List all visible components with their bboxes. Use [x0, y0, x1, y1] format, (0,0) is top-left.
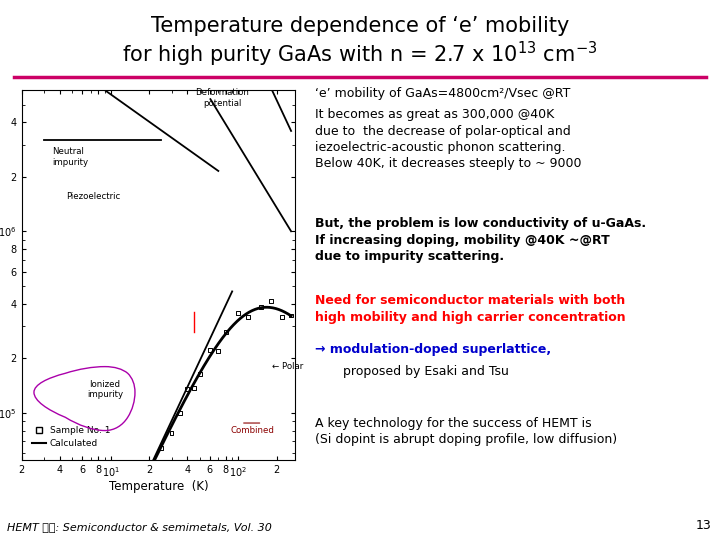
Text: → modulation-doped superlattice,: → modulation-doped superlattice,	[315, 343, 551, 356]
Text: 13: 13	[696, 519, 711, 532]
Text: It becomes as great as 300,000 @40K
due to  the decrease of polar-optical and
ie: It becomes as great as 300,000 @40K due …	[315, 108, 581, 171]
Text: Ionized
impurity: Ionized impurity	[87, 380, 123, 399]
Point	[255, 303, 266, 312]
Point	[188, 383, 199, 392]
Point	[124, 512, 135, 521]
Point	[143, 462, 155, 471]
Point	[265, 297, 276, 306]
Point	[220, 328, 232, 336]
Text: proposed by Esaki and Tsu: proposed by Esaki and Tsu	[343, 364, 509, 377]
Text: Temperature dependence of ‘e’ mobility: Temperature dependence of ‘e’ mobility	[150, 16, 570, 36]
Text: Deformation
potential: Deformation potential	[195, 89, 249, 108]
Point	[156, 443, 167, 452]
Text: Piezoelectric: Piezoelectric	[66, 192, 121, 201]
Point	[194, 369, 206, 378]
Text: A key technology for the success of HEMT is
(Si dopint is abrupt doping profile,: A key technology for the success of HEMT…	[315, 417, 617, 447]
Point	[285, 311, 297, 320]
Point	[138, 476, 149, 485]
Point	[233, 309, 244, 318]
Text: ‘e’ mobility of GaAs=4800cm²/Vsec @RT: ‘e’ mobility of GaAs=4800cm²/Vsec @RT	[315, 87, 570, 100]
Point	[212, 347, 224, 356]
Point	[166, 429, 177, 437]
Point	[174, 408, 186, 417]
Point	[181, 384, 193, 393]
Text: for high purity GaAs with n = 2.7 x 10$^{13}$ cm$^{-3}$: for high purity GaAs with n = 2.7 x 10$^…	[122, 39, 598, 69]
Point	[243, 313, 254, 321]
Text: ← Polar: ← Polar	[272, 362, 304, 371]
Text: Need for semiconductor materials with both
high mobility and high carrier concen: Need for semiconductor materials with bo…	[315, 294, 625, 324]
Text: HEMT 관련: Semiconductor & semimetals, Vol. 30: HEMT 관련: Semiconductor & semimetals, Vol…	[7, 522, 272, 532]
Point	[131, 492, 143, 501]
Point	[115, 533, 127, 540]
Point	[276, 313, 287, 321]
Text: But, the problem is low conductivity of u-GaAs.
If increasing doping, mobility @: But, the problem is low conductivity of …	[315, 217, 646, 263]
Text: Neutral
impurity: Neutral impurity	[53, 147, 89, 167]
Legend: Sample No. 1, Calculated: Sample No. 1, Calculated	[29, 422, 114, 452]
Point	[204, 346, 216, 354]
X-axis label: Temperature  (K): Temperature (K)	[109, 480, 208, 493]
Text: Combined: Combined	[231, 426, 274, 435]
